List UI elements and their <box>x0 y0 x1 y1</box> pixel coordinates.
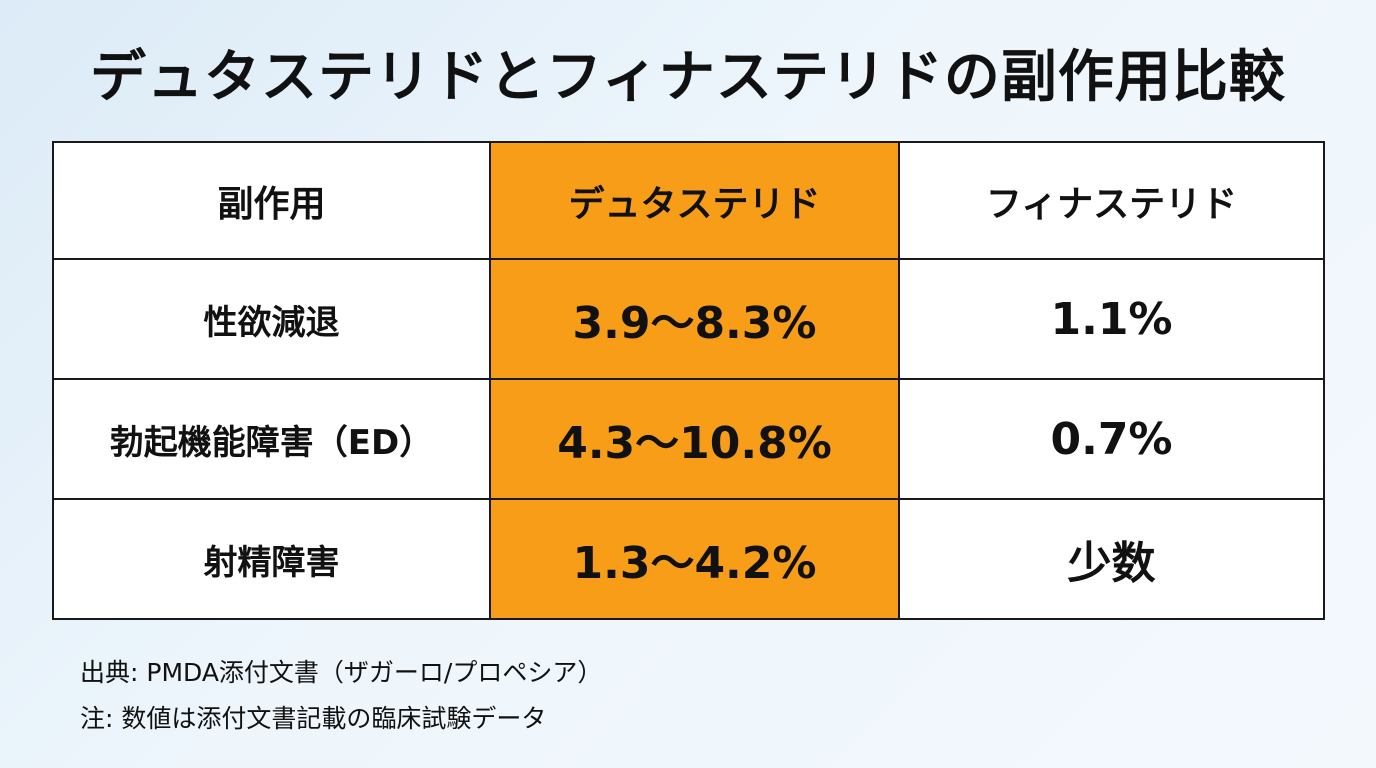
side-effect-name: 性欲減退 <box>52 258 491 380</box>
table-header-row: 副作用 デュタステリド フィナステリド <box>52 141 1325 260</box>
side-effect-name: 勃起機能障害（ED） <box>52 378 491 500</box>
header-side-effect: 副作用 <box>52 141 491 260</box>
dutasteride-rate: 3.9〜8.3% <box>489 258 900 380</box>
side-effect-name: 射精障害 <box>52 498 491 620</box>
table-row: 性欲減退 3.9〜8.3% 1.1% <box>52 258 1325 380</box>
side-effect-comparison-table: 副作用 デュタステリド フィナステリド 性欲減退 3.9〜8.3% 1.1% 勃… <box>52 141 1325 620</box>
source-note: 出典: PMDA添付文書（ザガーロ/プロペシア） <box>80 658 603 687</box>
header-finasteride: フィナステリド <box>898 141 1325 260</box>
dutasteride-rate: 1.3〜4.2% <box>489 498 900 620</box>
data-note: 注: 数値は添付文書記載の臨床試験データ <box>80 704 547 733</box>
finasteride-rate: 1.1% <box>898 258 1325 380</box>
finasteride-rate: 少数 <box>898 498 1325 620</box>
page-title: デュタステリドとフィナステリドの副作用比較 <box>90 45 1286 110</box>
finasteride-rate: 0.7% <box>898 378 1325 500</box>
table-row: 射精障害 1.3〜4.2% 少数 <box>52 498 1325 620</box>
dutasteride-rate: 4.3〜10.8% <box>489 378 900 500</box>
table-row: 勃起機能障害（ED） 4.3〜10.8% 0.7% <box>52 378 1325 500</box>
header-dutasteride: デュタステリド <box>489 141 900 260</box>
footnotes: 出典: PMDA添付文書（ザガーロ/プロペシア） 注: 数値は添付文書記載の臨床… <box>80 650 602 742</box>
